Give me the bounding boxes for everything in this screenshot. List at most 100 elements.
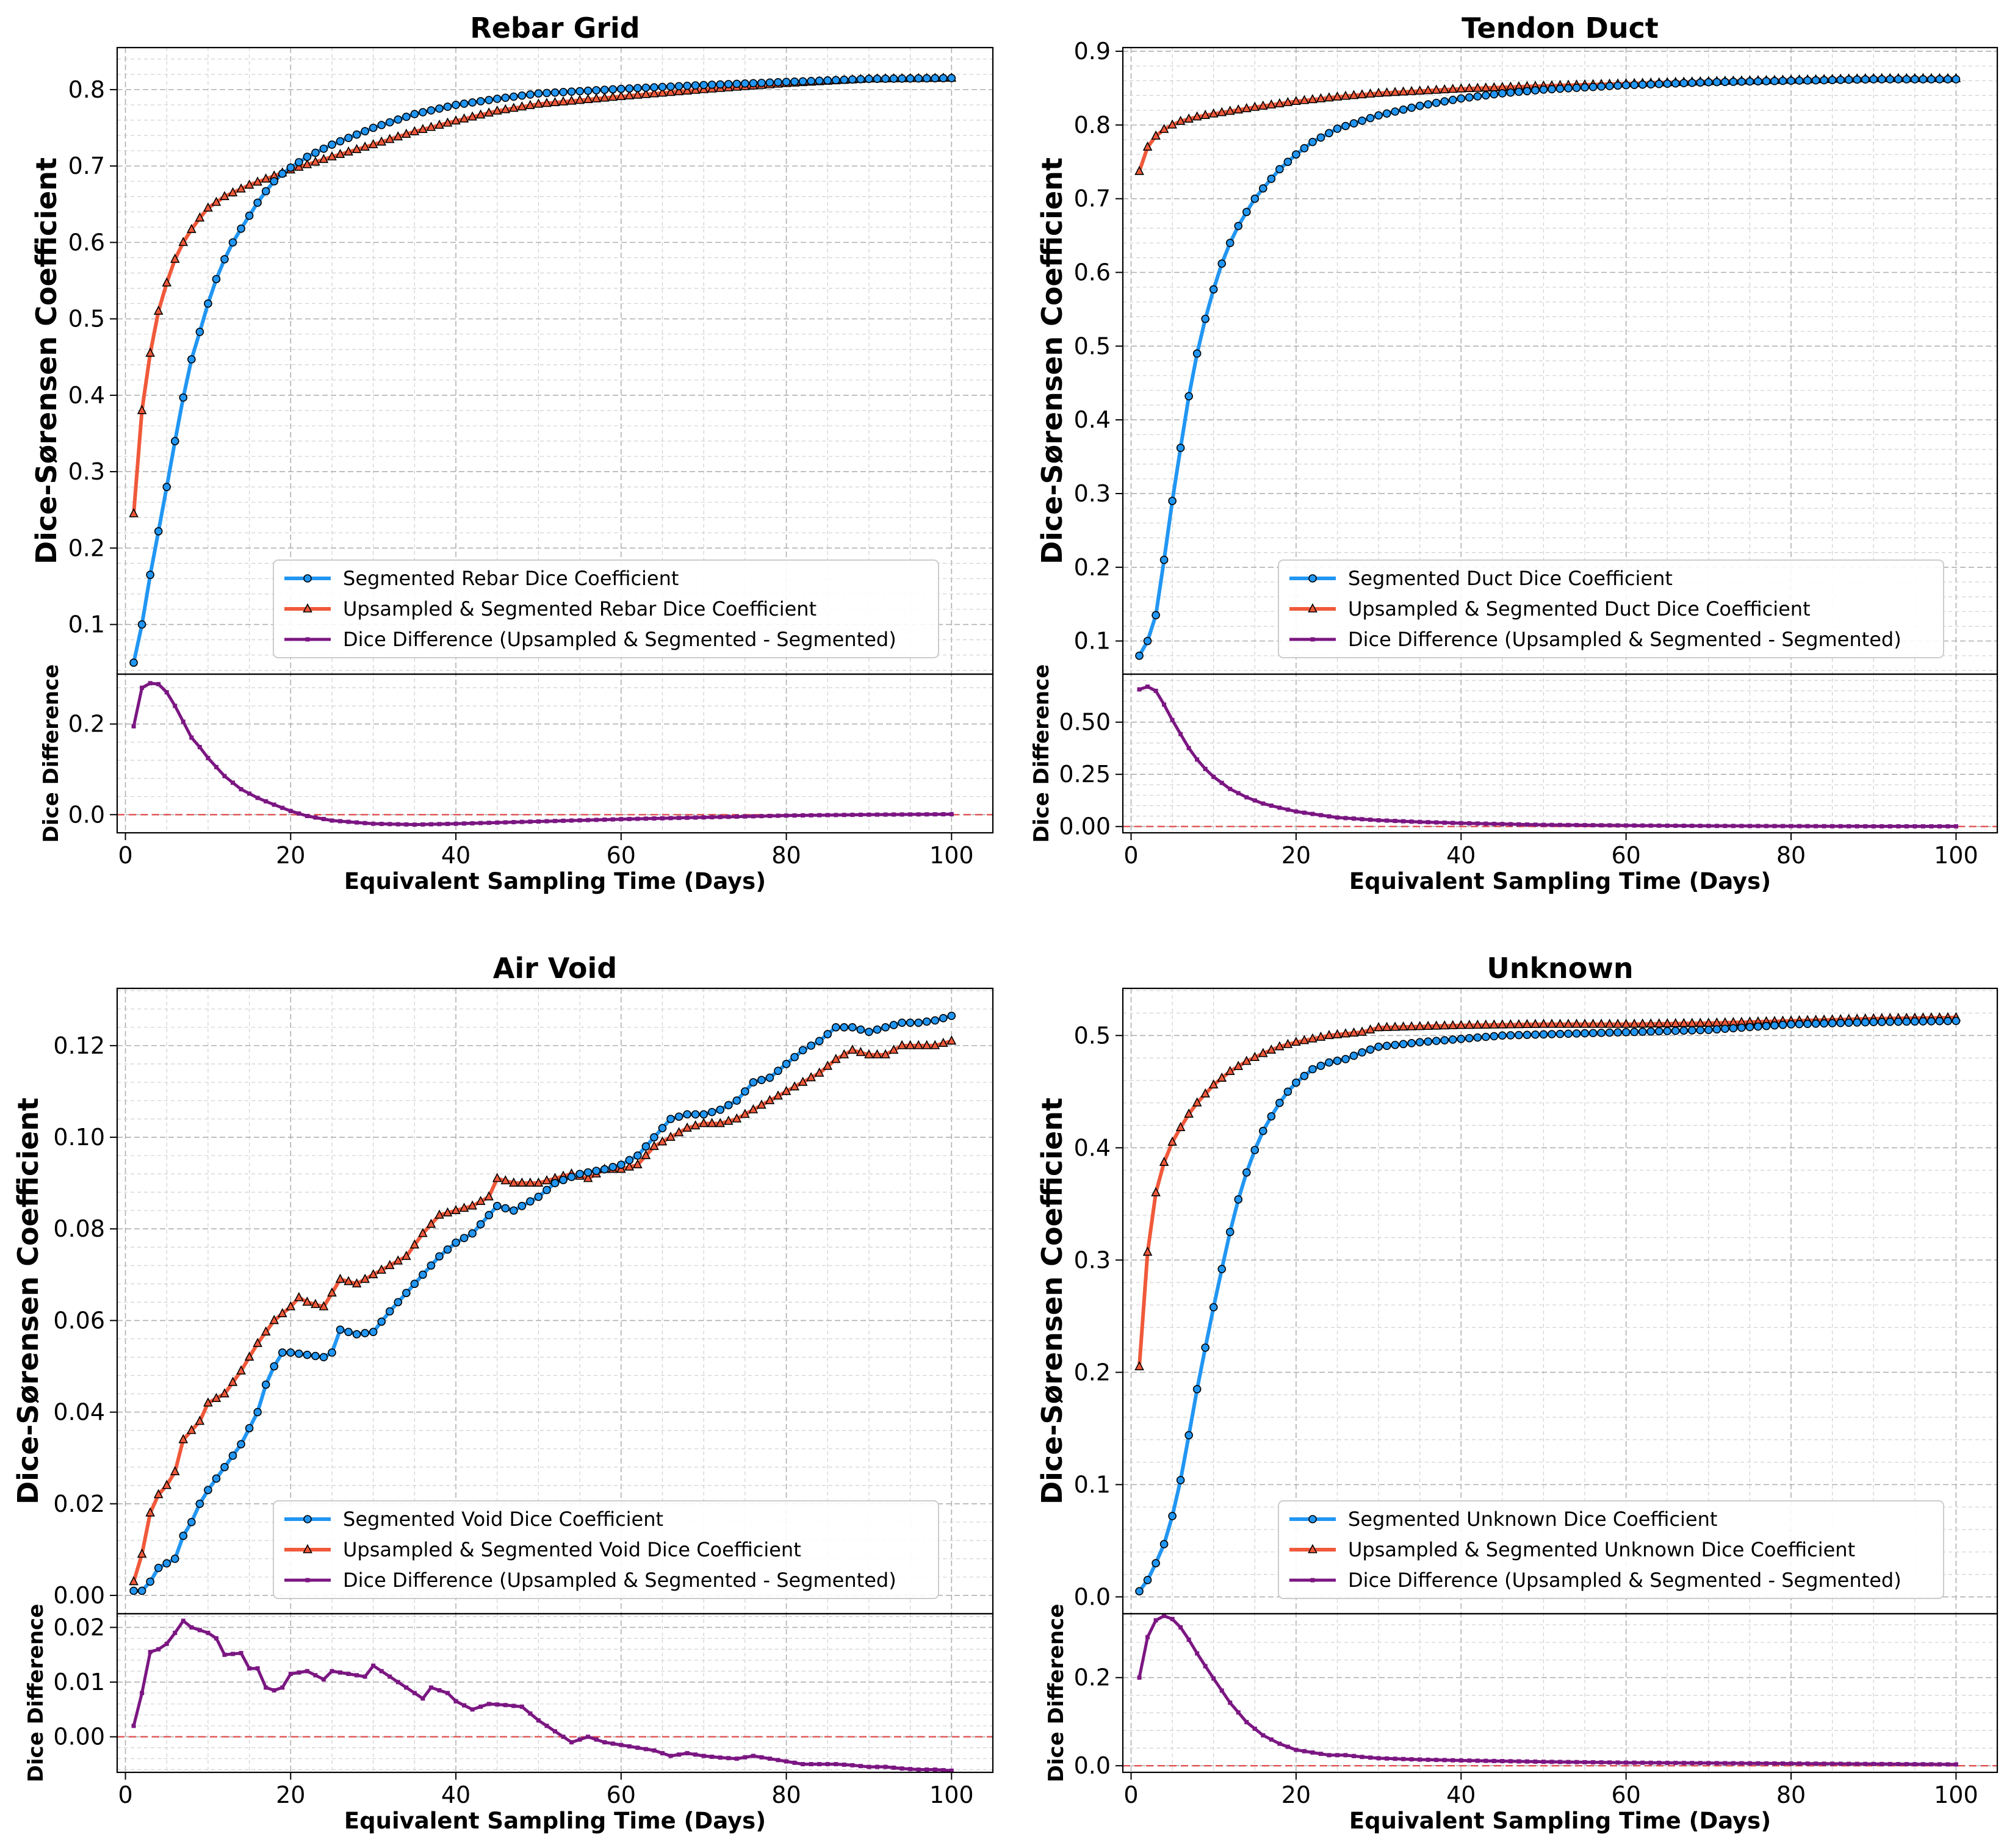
difference-point [1673,823,1678,828]
upsampled-point [1456,83,1466,93]
upsampled-point [187,223,196,233]
difference-point [1756,824,1761,829]
difference-point [925,812,929,817]
x-tick-label: 20 [276,1781,305,1808]
segmented-point [352,1330,361,1339]
segmented-point [1333,1056,1342,1065]
segmented-point [485,1210,493,1220]
x-tick-label: 0 [1123,1781,1138,1808]
segmented-point [1432,98,1441,107]
difference-point [883,812,888,817]
segmented-point [1704,1026,1713,1034]
difference-point [131,1724,136,1728]
upsampled-series-line [1137,1015,1956,1367]
difference-point [1632,1760,1637,1765]
difference-point [1475,1758,1480,1763]
y-tick-label: 0.3 [68,458,105,485]
upsampled-point [1142,141,1153,151]
upsampled-point [1374,87,1383,97]
upsampled-point [533,1177,544,1187]
segmented-point [1911,1017,1919,1026]
upsampled-point [1423,85,1433,95]
upsampled-point [129,508,139,517]
legend-marker-square [1310,1578,1315,1583]
segmented-point [385,118,394,127]
upsampled-point [1440,84,1450,93]
segmented-point [749,1078,758,1087]
segmented-point [1927,1017,1936,1026]
difference-point [1789,1761,1793,1766]
segmented-point [452,101,460,109]
upsampled-point [426,121,436,131]
segmented-point [1325,1058,1333,1067]
segmented-point [1523,1030,1532,1039]
difference-point [1418,819,1422,824]
difference-point [379,1669,384,1674]
difference-point [338,1670,343,1675]
segmented-point [1143,1575,1152,1584]
difference-point [718,1755,723,1760]
difference-point [247,1666,252,1671]
segmented-point [270,1362,279,1371]
segmented-point [476,97,485,106]
difference-point [519,819,524,824]
segmented-point [1275,1098,1284,1107]
upsampled-point [162,1479,172,1489]
difference-point [1847,824,1851,829]
upsampled-point [1208,1079,1219,1089]
segmented-point [187,1518,196,1526]
upsampled-point [1258,1048,1268,1057]
upsampled-point [492,105,502,115]
segmented-point [1877,1018,1886,1026]
difference-point [1549,1760,1554,1764]
difference-point [701,815,706,820]
upsampled-point [467,111,477,121]
segmented-point [1358,1048,1366,1057]
segmented-point [369,123,378,132]
difference-point [395,1680,400,1684]
difference-point [313,1673,318,1678]
upsampled-point [484,107,494,117]
segmented-point [435,1252,444,1261]
difference-markers [1137,1614,1958,1767]
upsampled-point [848,1044,857,1054]
difference-point [1863,824,1868,829]
difference-point [1929,824,1934,829]
segmented-point [567,1173,576,1181]
y-tick-label: 0.2 [1074,1359,1111,1386]
segmented-point [1498,89,1507,98]
upsampled-point [1423,1020,1433,1030]
segmented-point [1168,1512,1177,1520]
upsampled-point [211,1392,222,1402]
difference-point [784,813,789,818]
segmented-point [328,140,336,149]
upsampled-point [1332,1029,1343,1038]
upsampled-point [1481,1019,1491,1029]
difference-point [693,1752,698,1757]
segmented-point [1952,75,1961,84]
upsampled-point [244,1351,254,1361]
segmented-point [1432,1037,1441,1045]
difference-point [330,1669,334,1674]
upsampled-point [591,93,602,102]
difference-point [214,1636,218,1641]
upsampled-point [1382,1021,1392,1031]
diff-y-axis-label: Dice Difference [1029,664,1054,843]
upsampled-point [228,187,238,196]
segmented-point [476,1220,485,1229]
difference-point [1863,1761,1868,1766]
difference-point [462,1703,467,1708]
difference-point [420,1696,425,1701]
segmented-point [1844,75,1853,84]
segmented-point [1424,1037,1432,1046]
difference-point [1624,1760,1629,1765]
segmented-point [1523,87,1532,96]
upsampled-point [1382,87,1392,96]
grid [1123,48,1998,833]
upsampled-point [1175,115,1186,125]
upsampled-point [253,176,262,186]
difference-point [850,1763,855,1767]
difference-point [1451,821,1455,825]
segmented-point [1242,207,1251,217]
y-tick-label: 0.04 [53,1399,105,1426]
